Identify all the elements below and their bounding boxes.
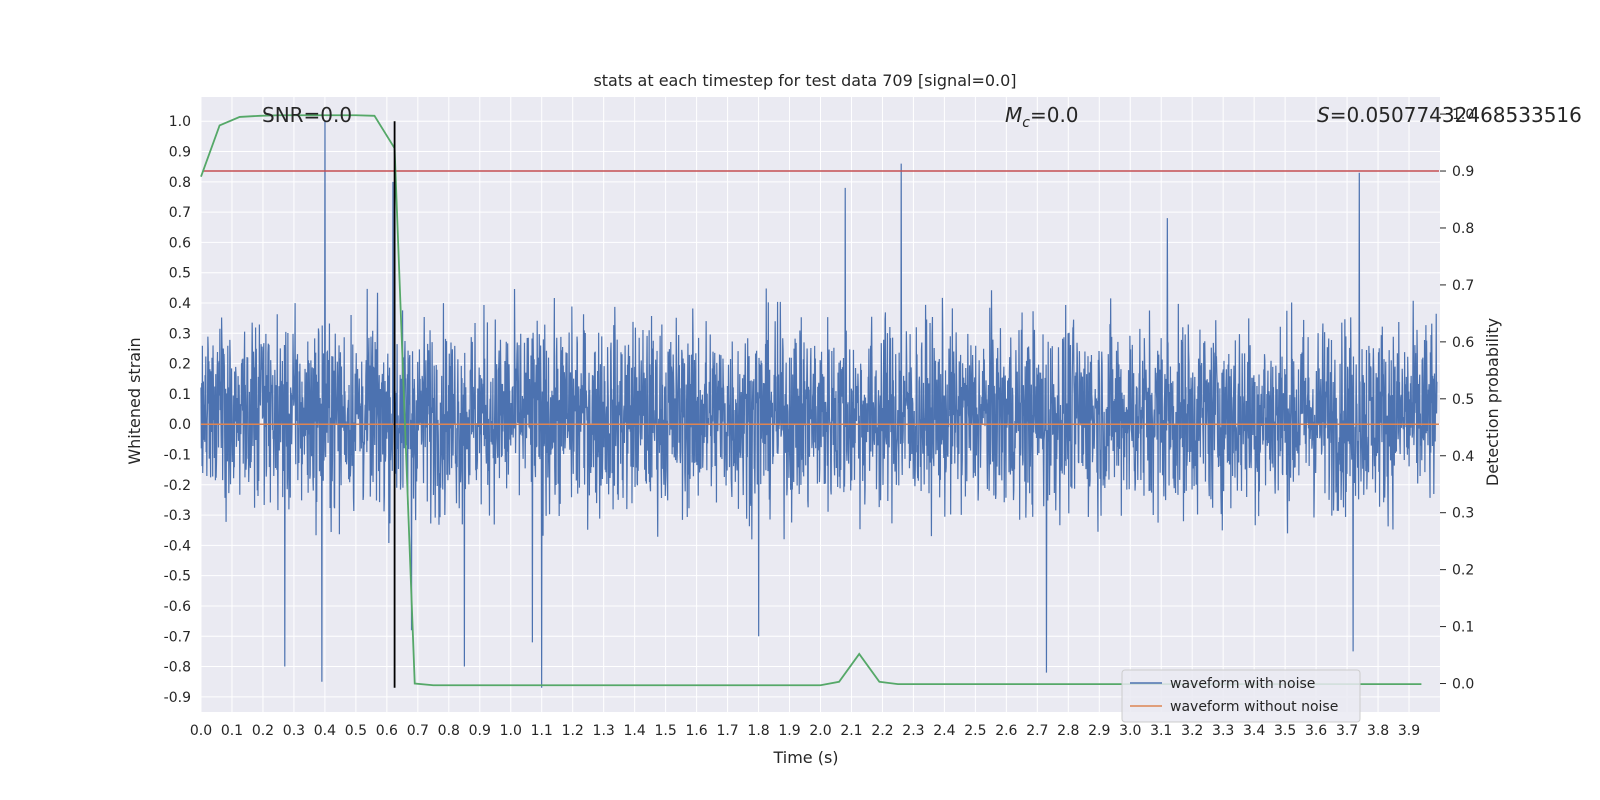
x-tick-label: 3.8	[1367, 723, 1389, 739]
y-axis-label: Whitened strain	[125, 337, 144, 464]
y-tick-label: -0.1	[164, 447, 191, 463]
x-tick-label: 1.1	[531, 723, 553, 739]
x-tick-label: 2.6	[995, 723, 1017, 739]
y-tick-label: 0.6	[169, 235, 191, 251]
y-right-tick-label: 0.6	[1452, 335, 1474, 351]
x-tick-label: 2.5	[964, 723, 986, 739]
y-right-tick-label: 0.3	[1452, 506, 1474, 522]
x-tick-label: 0.8	[438, 723, 460, 739]
chart-title: stats at each timestep for test data 709…	[593, 71, 1016, 90]
x-axis-ticks: 0.0 0.1 0.2 0.3 0.4 0.5 0.6 0.7 0.8 0.9 1.0 1.1 1.2 1…	[190, 723, 1420, 739]
series-waveform-with-noise	[200, 121, 1438, 688]
y-tick-label: -0.9	[164, 690, 191, 706]
mc-symbol: M	[1005, 103, 1022, 127]
y-tick-label: -0.7	[164, 629, 191, 645]
x-tick-label: 1.7	[716, 723, 738, 739]
x-tick-label: 0.6	[376, 723, 398, 739]
x-tick-label: 3.6	[1305, 723, 1327, 739]
x-tick-label: 2.8	[1057, 723, 1079, 739]
x-tick-label: 3.1	[1150, 723, 1172, 739]
x-tick-label: 3.5	[1274, 723, 1296, 739]
y-tick-label: -0.3	[164, 508, 191, 524]
x-tick-label: 0.1	[221, 723, 243, 739]
y-tick-label: 0.5	[169, 266, 191, 282]
y-right-tick-label: 0.8	[1452, 221, 1474, 237]
x-tick-label: 2.2	[871, 723, 893, 739]
x-tick-label: 3.3	[1212, 723, 1234, 739]
x-tick-label: 0.2	[252, 723, 274, 739]
x-tick-label: 0.4	[314, 723, 336, 739]
y-tick-label: 0.2	[169, 357, 191, 373]
y-tick-label: -0.2	[164, 478, 191, 494]
x-tick-label: 0.3	[283, 723, 305, 739]
x-tick-label: 2.1	[840, 723, 862, 739]
x-tick-label: 2.7	[1026, 723, 1048, 739]
y-tick-label: 1.0	[169, 114, 191, 130]
y-tick-label: 0.9	[169, 145, 191, 161]
x-tick-label: 1.5	[654, 723, 676, 739]
x-tick-label: 2.3	[902, 723, 924, 739]
s-symbol: S	[1317, 103, 1330, 127]
s-annotation: S=0.05077432468533516	[1317, 103, 1582, 127]
x-tick-label: 1.8	[747, 723, 769, 739]
x-tick-label: 1.6	[685, 723, 707, 739]
x-tick-label: 3.2	[1181, 723, 1203, 739]
x-tick-label: 1.0	[500, 723, 522, 739]
y-right-tick-label: 0.1	[1452, 620, 1474, 636]
x-axis-label: Time (s)	[772, 748, 838, 767]
mc-value: =0.0	[1030, 103, 1079, 127]
x-tick-label: 3.4	[1243, 723, 1265, 739]
y-tick-label: -0.4	[164, 538, 191, 554]
x-tick-label: 3.7	[1336, 723, 1358, 739]
y-right-axis-label: Detection probability	[1483, 318, 1502, 486]
mc-subscript: c	[1022, 115, 1030, 131]
y-tick-label: -0.5	[164, 569, 191, 585]
y-right-tick-label: 0.7	[1452, 278, 1474, 294]
y-tick-label: 0.3	[169, 326, 191, 342]
x-tick-label: 0.9	[469, 723, 491, 739]
x-tick-label: 3.0	[1119, 723, 1141, 739]
y-right-tick-label: 0.2	[1452, 563, 1474, 579]
x-tick-label: 0.5	[345, 723, 367, 739]
legend-box	[1121, 669, 1361, 723]
y-right-tick-label: 0.4	[1452, 449, 1474, 465]
left-axis-ticks: 1.0 0.9 0.8 0.7 0.6 0.5 0.4 0.3 0.2 0.1 0.0 -0.1 -0.…	[164, 114, 191, 706]
y-right-tick-label: 0.0	[1452, 677, 1474, 693]
x-tick-label: 1.4	[624, 723, 646, 739]
x-tick-label: 1.2	[562, 723, 584, 739]
y-right-tick-label: 1.0	[1452, 107, 1474, 123]
y-tick-label: -0.8	[164, 660, 191, 676]
legend-label-noise: waveform with noise	[1170, 676, 1315, 692]
snr-annotation: SNR=0.0	[262, 103, 352, 127]
y-tick-label: 0.7	[169, 205, 191, 221]
x-tick-label: 0.7	[407, 723, 429, 739]
x-tick-label: 2.4	[933, 723, 955, 739]
x-tick-label: 3.9	[1398, 723, 1420, 739]
x-tick-label: 1.9	[778, 723, 800, 739]
legend: waveform with noise waveform without noi…	[1121, 669, 1361, 723]
y-tick-label: 0.0	[169, 417, 191, 433]
right-axis-ticks: 1.0 0.9 0.8 0.7 0.6 0.5 0.4 0.3 0.2 0.1 0.0	[1440, 107, 1474, 693]
series-detection-probability	[200, 114, 1422, 687]
y-tick-label: 0.8	[169, 175, 191, 191]
s-value: =0.05077432468533516	[1330, 103, 1582, 127]
x-tick-label: 2.9	[1088, 723, 1110, 739]
y-right-tick-label: 0.5	[1452, 392, 1474, 408]
y-tick-label: -0.6	[164, 599, 191, 615]
legend-label-clean: waveform without noise	[1170, 699, 1338, 715]
x-tick-label: 1.3	[593, 723, 615, 739]
x-tick-label: 0.0	[190, 723, 212, 739]
y-tick-label: 0.1	[169, 387, 191, 403]
x-tick-label: 2.0	[809, 723, 831, 739]
y-right-tick-label: 0.9	[1452, 164, 1474, 180]
mc-annotation: Mc=0.0	[1005, 103, 1079, 131]
data-layer	[200, 114, 1439, 688]
y-tick-label: 0.4	[169, 296, 191, 312]
